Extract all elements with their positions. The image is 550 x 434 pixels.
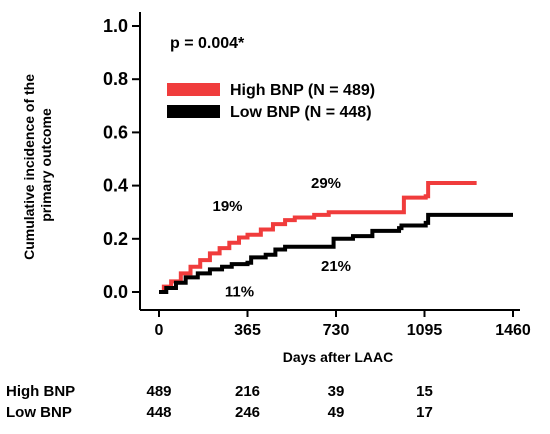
x-tick-label: 1460 (495, 322, 531, 339)
axes: 0.0 0.2 0.4 0.6 0.8 1.0 0 365 730 1095 1460 (103, 12, 531, 339)
risk-cell: 216 (234, 383, 261, 400)
annotation-label: 21% (321, 258, 351, 275)
y-tick-label: 0.6 (103, 122, 128, 142)
y-tick-label: 0.2 (103, 229, 128, 249)
km-chart: Cumulative incidence of the primary outc… (21, 12, 531, 365)
risk-cell: 49 (327, 404, 345, 421)
risk-cell: 489 (146, 383, 172, 400)
y-tick-label: 0.0 (103, 282, 128, 302)
risk-cell: 15 (416, 383, 433, 400)
legend-swatch (167, 83, 220, 96)
series-layer (159, 180, 513, 294)
legend-swatch (167, 105, 220, 118)
series-line-0 (159, 180, 477, 294)
y-axis-label: Cumulative incidence of the primary outc… (21, 70, 54, 260)
annotations: 19% 11% 29% 21% (212, 175, 351, 301)
annotation-label: 29% (311, 175, 341, 192)
annotation-label: 19% (212, 198, 242, 215)
risk-cell: 448 (146, 404, 172, 421)
risk-cell: 17 (416, 404, 433, 421)
series-line-1 (159, 212, 513, 294)
risk-table: High BNP 489 216 39 15 Low BNP 448 246 49 17 (0, 383, 550, 425)
p-value: p = 0.004* (170, 35, 245, 52)
x-tick-label: 730 (323, 322, 350, 339)
risk-row-label: High BNP (6, 383, 76, 400)
x-axis-label: Days after LAAC (283, 349, 393, 365)
risk-row-label: Low BNP (6, 404, 72, 421)
risk-cell: 39 (327, 383, 345, 400)
legend-label: Low BNP (N = 448) (230, 104, 372, 121)
risk-cell: 246 (234, 404, 261, 421)
y-tick-label: 0.8 (103, 69, 128, 89)
x-tick-label: 365 (234, 322, 261, 339)
y-tick-label: 0.4 (103, 176, 128, 196)
y-axis-label-line-2: primary outcome (38, 108, 54, 222)
y-axis-label-line-1: Cumulative incidence of the (21, 74, 37, 260)
legend: High BNP (N = 489) Low BNP (N = 448) (167, 82, 375, 121)
y-tick-label: 1.0 (103, 16, 128, 36)
x-tick-label: 0 (155, 322, 164, 339)
risk-row: Low BNP 448 246 49 17 (0, 404, 550, 425)
x-tick-label: 1095 (407, 322, 443, 339)
risk-row: High BNP 489 216 39 15 (0, 383, 550, 404)
annotation-label: 11% (225, 284, 254, 301)
legend-label: High BNP (N = 489) (230, 82, 375, 99)
